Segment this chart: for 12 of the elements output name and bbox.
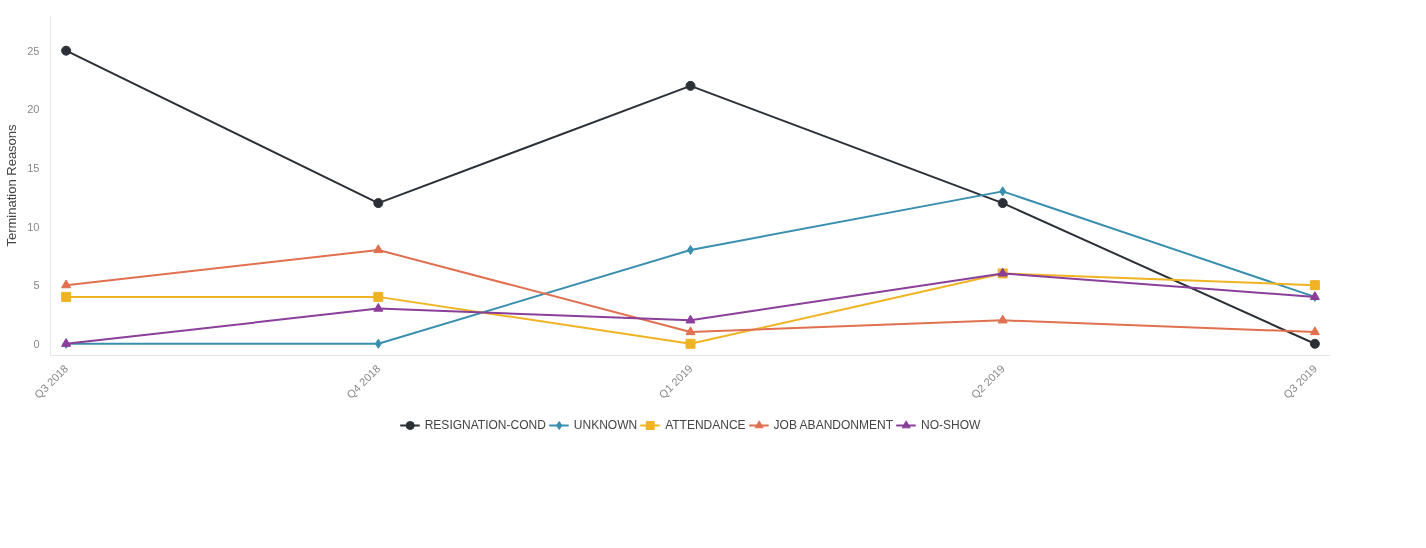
y-tick-label: 10 [27, 220, 40, 233]
legend-label: ATTENDANCE [665, 418, 746, 432]
legend-label: RESIGNATION-COND [424, 418, 546, 432]
y-tick-label: 25 [27, 44, 40, 57]
legend-label: NO-SHOW [920, 418, 981, 432]
legend-label: JOB ABANDONMENT [773, 418, 893, 432]
y-tick-label: 5 [33, 279, 40, 292]
y-tick-label: 20 [27, 103, 40, 116]
y-axis-title: Termination Reasons [4, 123, 20, 247]
y-tick-label: 0 [33, 337, 40, 350]
legend-label: UNKNOWN [573, 418, 638, 432]
y-tick-label: 15 [27, 161, 40, 174]
